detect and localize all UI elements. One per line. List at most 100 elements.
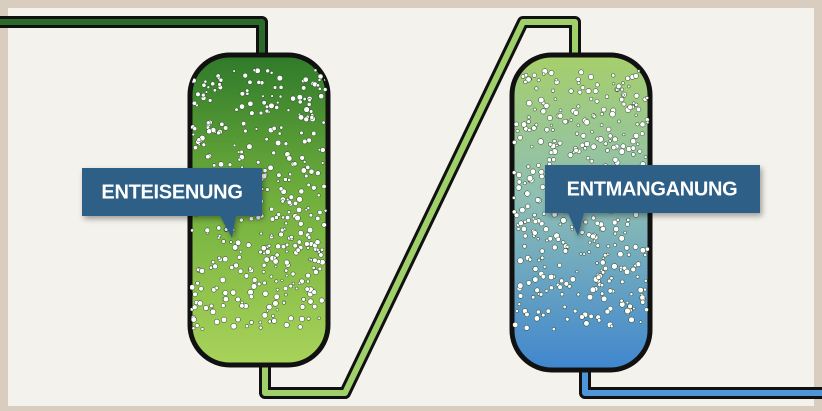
bubble [638,320,643,324]
bubble [575,76,581,82]
bubble [528,257,533,262]
bubble [553,97,558,101]
bubble [249,110,255,116]
pipes [0,16,822,399]
bubble [309,115,315,120]
bubble [316,193,321,198]
bubble [321,222,327,228]
bubble [548,150,554,155]
bubble [252,68,257,73]
bubble [611,144,617,151]
bubble [212,163,217,168]
bubble [551,88,556,93]
bubble [280,278,284,282]
bubble [223,125,229,131]
bubble [308,168,315,175]
bubble [602,265,609,271]
bubble [580,133,587,139]
bubble [516,172,522,178]
bubble [534,197,541,203]
bubble [604,308,611,315]
bubble [590,143,597,150]
label-text: ENTMANGANUNG [567,178,738,200]
bubble [595,136,600,141]
bubble [276,75,283,82]
bubble [300,167,307,174]
bubble [264,108,270,114]
label-pointer [568,213,584,236]
bubble [633,73,639,79]
bubble [267,243,272,248]
bubble [229,240,233,244]
bubble [218,77,224,83]
bubble [523,325,530,331]
bubble [639,121,646,128]
bubble [524,311,530,318]
bubble [633,92,640,99]
bubble [264,104,270,109]
bubble [626,217,631,222]
bubble [575,270,579,274]
bubble [544,127,550,133]
bubble [517,257,524,264]
bubble [557,140,563,146]
bubble [600,291,605,296]
bubble [261,94,265,98]
bubble [545,238,549,243]
bubble [236,254,242,260]
bubble [192,100,197,106]
bubble [317,73,324,80]
bubble [576,81,581,85]
bubble [631,152,636,157]
bubble [268,102,275,109]
bubble [239,103,245,110]
bubble [586,294,594,301]
bubble [307,98,312,103]
bubble [272,258,279,265]
bubble [587,240,592,245]
bubble [278,85,284,90]
bubble [286,199,292,205]
bubble [634,113,638,117]
bubble [227,162,233,167]
bubble [589,158,594,164]
bubble [611,263,618,270]
bubble [322,87,328,92]
bubble [238,217,244,223]
bubble [275,139,282,147]
bubble [288,283,293,289]
bubble [557,284,563,290]
bubble [250,283,258,290]
bubble [516,226,521,231]
bubble [557,262,562,268]
bubble [542,72,546,76]
bubble [582,252,586,256]
bubble [281,215,285,220]
bubble [276,179,280,183]
bubble [302,138,308,145]
bubble [629,292,634,297]
bubble [279,125,284,130]
bubble [603,253,608,258]
bubble [296,196,303,203]
bubble [595,261,599,265]
bubble [543,102,550,109]
bubble [304,241,310,247]
bubble [532,276,539,283]
bubble [278,231,284,238]
bubble [238,268,244,274]
bubble [532,107,537,112]
bubble [304,173,309,179]
bubble [232,69,236,73]
bubble [599,112,604,117]
bubble [267,164,274,171]
bubble [640,299,646,305]
bubble [525,76,532,83]
bubble [531,72,537,78]
bubble [298,188,305,195]
bubble [320,247,325,252]
bubble [637,287,644,294]
bubble [217,255,222,260]
bubble [565,244,570,249]
bubble [301,297,306,302]
